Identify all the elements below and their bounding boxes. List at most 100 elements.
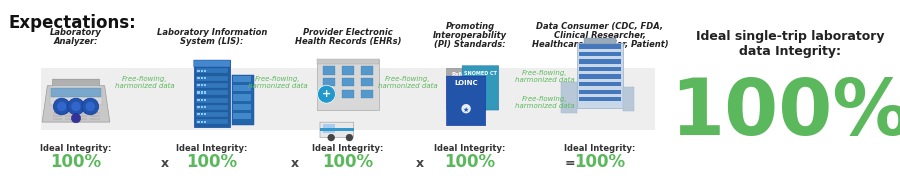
Bar (233, 76, 251, 82)
Bar (204, 99, 206, 101)
Text: 100%: 100% (186, 153, 238, 171)
Circle shape (71, 102, 81, 111)
Bar (323, 124, 336, 133)
Bar (197, 77, 200, 79)
FancyBboxPatch shape (463, 66, 499, 110)
Bar (201, 77, 203, 79)
Bar (201, 99, 203, 101)
Bar (204, 121, 206, 123)
Bar (579, 89, 621, 94)
Bar (204, 77, 206, 79)
Bar (77, 112, 87, 114)
Bar (197, 91, 200, 94)
Bar (65, 112, 75, 114)
Bar (204, 113, 206, 116)
Bar (231, 75, 254, 125)
Bar (197, 84, 200, 86)
Bar (361, 78, 374, 86)
Text: LOINC: LOINC (454, 80, 478, 86)
Bar (77, 118, 87, 120)
Text: Health Records (EHRs): Health Records (EHRs) (295, 37, 401, 46)
Bar (579, 82, 621, 86)
FancyBboxPatch shape (320, 122, 354, 138)
Text: SNOMED CT: SNOMED CT (464, 71, 497, 76)
Bar (579, 44, 621, 49)
FancyBboxPatch shape (446, 68, 481, 110)
Bar (195, 98, 229, 103)
Bar (204, 91, 206, 94)
Circle shape (86, 102, 95, 111)
Bar (197, 121, 200, 123)
Bar (204, 70, 206, 72)
Bar (90, 115, 100, 117)
Bar (195, 112, 229, 117)
Text: System (LIS):: System (LIS): (180, 37, 244, 46)
Bar (323, 90, 336, 98)
Text: Healthcare Provider, Patient): Healthcare Provider, Patient) (532, 40, 669, 49)
Circle shape (71, 113, 81, 123)
Circle shape (53, 98, 70, 115)
Bar (197, 113, 200, 116)
Bar (579, 97, 621, 102)
Text: Free-flowing,
harmonized data: Free-flowing, harmonized data (515, 70, 575, 83)
Text: Ideal Integrity:: Ideal Integrity: (40, 144, 112, 153)
Text: x: x (416, 157, 424, 170)
Bar (90, 112, 100, 114)
Text: Promoting: Promoting (446, 22, 495, 31)
Bar (317, 59, 379, 110)
Bar (201, 91, 203, 94)
Text: Free-flowing,
harmonized data: Free-flowing, harmonized data (515, 95, 575, 108)
Bar (195, 83, 229, 88)
Text: Expectations:: Expectations: (8, 14, 136, 32)
Bar (579, 52, 621, 56)
Bar (577, 43, 624, 108)
Text: Ideal single-trip laboratory
data Integrity:: Ideal single-trip laboratory data Integr… (696, 30, 884, 58)
Bar (342, 66, 355, 75)
Text: Free-flowing,
harmonized data: Free-flowing, harmonized data (115, 76, 175, 89)
Text: =: = (564, 157, 575, 170)
Text: Provider Electronic: Provider Electronic (303, 28, 393, 37)
Text: 100%: 100% (322, 153, 374, 171)
Bar (204, 84, 206, 86)
Bar (342, 78, 355, 86)
Bar (194, 60, 230, 127)
Circle shape (57, 102, 67, 111)
Circle shape (82, 98, 99, 115)
Bar (361, 66, 374, 75)
Bar (583, 38, 617, 44)
Circle shape (318, 85, 336, 103)
Bar (342, 90, 355, 98)
Text: Ideal Integrity:: Ideal Integrity: (176, 144, 248, 153)
Bar (41, 68, 655, 130)
Circle shape (346, 134, 353, 141)
Text: x: x (291, 157, 299, 170)
Bar (361, 90, 374, 98)
Bar (579, 74, 621, 79)
Bar (201, 84, 203, 86)
Bar (323, 78, 336, 86)
Circle shape (328, 134, 335, 141)
Bar (201, 106, 203, 108)
Bar (90, 118, 100, 120)
Bar (233, 113, 251, 119)
Text: Laboratory: Laboratory (50, 28, 102, 37)
Bar (65, 118, 75, 120)
Bar (197, 106, 200, 108)
Text: Data Consumer (CDC, FDA,: Data Consumer (CDC, FDA, (536, 22, 663, 31)
Text: 100%: 100% (445, 153, 496, 171)
Text: 100%: 100% (670, 75, 900, 151)
Text: x: x (161, 157, 169, 170)
Text: RxNorm: RxNorm (451, 72, 476, 77)
Bar (201, 70, 203, 72)
Bar (204, 106, 206, 108)
Text: Ideal Integrity:: Ideal Integrity: (435, 144, 506, 153)
Bar (195, 90, 229, 95)
Bar (197, 70, 200, 72)
Bar (51, 88, 101, 97)
Text: Clinical Researcher,: Clinical Researcher, (554, 31, 646, 40)
Bar (624, 87, 634, 111)
Bar (317, 59, 379, 64)
Bar (579, 59, 621, 64)
Bar (320, 128, 354, 131)
Text: Laboratory Information: Laboratory Information (157, 28, 267, 37)
